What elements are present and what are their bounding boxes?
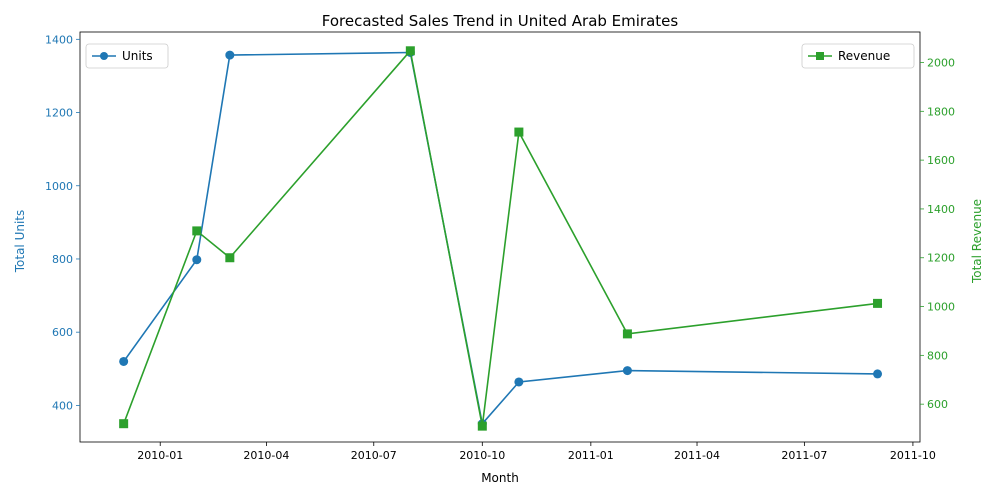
legend-swatch-marker: [100, 52, 108, 60]
y-right-tick-label: 1400: [927, 203, 955, 216]
plot-frame: [79, 31, 921, 443]
y-right-tick-label: 1800: [927, 105, 955, 118]
revenue-marker: [192, 226, 202, 236]
y-right-tick-label: 1000: [927, 301, 955, 314]
y-right-tick-label: 1200: [927, 252, 955, 265]
y-left-tick-label: 1000: [45, 180, 73, 193]
y-left-tick-label: 800: [52, 253, 73, 266]
y-right-tick-label: 600: [927, 398, 948, 411]
x-axis-label: Month: [481, 471, 519, 485]
y-axis-left-label: Total Units: [13, 210, 27, 274]
y-right-tick-label: 1600: [927, 154, 955, 167]
x-tick-label: 2010-10: [459, 449, 505, 462]
legend-label: Revenue: [838, 49, 890, 63]
x-tick-label: 2010-01: [137, 449, 183, 462]
x-tick-label: 2010-04: [243, 449, 289, 462]
series-line-revenue: [122, 49, 878, 427]
chart-title: Forecasted Sales Trend in United Arab Em…: [322, 12, 679, 30]
legend-label: Units: [122, 49, 153, 63]
revenue-marker: [873, 298, 883, 308]
revenue-marker: [225, 253, 235, 263]
y-axis-right-label: Total Revenue: [970, 199, 984, 284]
legend-box: [85, 43, 169, 69]
revenue-marker: [405, 46, 415, 56]
revenue-marker: [622, 329, 632, 339]
units-marker: [622, 366, 632, 376]
x-tick-label: 2011-01: [568, 449, 614, 462]
legend-revenue: Revenue: [801, 43, 915, 69]
units-marker: [119, 356, 129, 366]
plot-area: 2010-01 2010-04 2010-07 2010-10 2011-01 2011-…: [45, 31, 955, 462]
x-tick-label: 2011-07: [781, 449, 827, 462]
legend-swatch-marker: [816, 52, 824, 60]
x-tick-label: 2011-10: [890, 449, 936, 462]
y-left-tick-label: 1400: [45, 33, 73, 46]
units-marker: [873, 369, 883, 379]
revenue-marker: [514, 127, 524, 137]
y-left-tick-label: 600: [52, 326, 73, 339]
revenue-marker: [119, 419, 129, 429]
y-left-tick-label: 1200: [45, 107, 73, 120]
units-marker: [192, 255, 202, 265]
units-marker: [514, 377, 524, 387]
x-tick-label: 2011-04: [674, 449, 720, 462]
legend-units: Units: [85, 43, 169, 69]
units-marker: [225, 50, 235, 60]
revenue-marker: [477, 421, 487, 431]
legend-box: [801, 43, 915, 69]
x-tick-label: 2010-07: [351, 449, 397, 462]
y-right-tick-label: 800: [927, 349, 948, 362]
y-left-tick-label: 400: [52, 399, 73, 412]
y-right-tick-label: 2000: [927, 57, 955, 70]
